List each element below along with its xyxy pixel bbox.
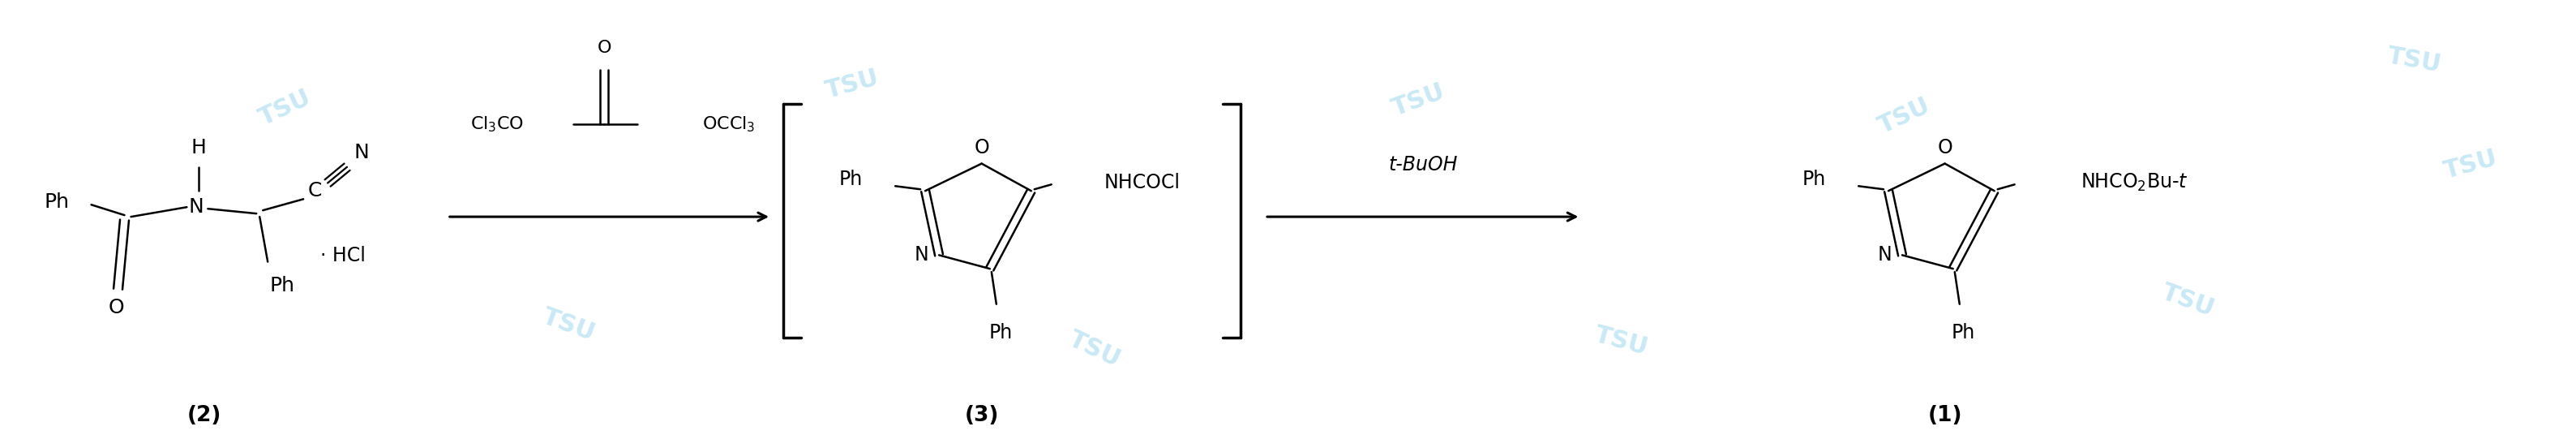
Text: Ph: Ph xyxy=(44,193,70,212)
Text: O: O xyxy=(1937,138,1953,157)
Text: Ph: Ph xyxy=(270,276,294,296)
Text: N: N xyxy=(353,143,368,162)
Text: t-BuOH: t-BuOH xyxy=(1388,155,1458,174)
Text: · HCl: · HCl xyxy=(319,246,366,265)
Text: (1): (1) xyxy=(1927,405,1963,426)
Text: TSU: TSU xyxy=(822,66,881,103)
Text: O: O xyxy=(974,138,989,157)
Text: N: N xyxy=(1878,246,1891,265)
Text: C: C xyxy=(307,181,322,201)
Text: (3): (3) xyxy=(963,405,999,426)
Text: (2): (2) xyxy=(188,405,222,426)
Text: H: H xyxy=(191,138,206,157)
Text: O: O xyxy=(598,40,611,56)
Text: Cl$_3$CO: Cl$_3$CO xyxy=(471,115,526,134)
Text: NHCO$_2$Bu-$t$: NHCO$_2$Bu-$t$ xyxy=(2081,172,2190,194)
Text: TSU: TSU xyxy=(2385,44,2442,77)
Text: Ph: Ph xyxy=(840,170,863,190)
Text: Ph: Ph xyxy=(1953,323,1976,343)
Text: TSU: TSU xyxy=(538,305,598,346)
Text: OCCl$_3$: OCCl$_3$ xyxy=(703,115,755,134)
Text: TSU: TSU xyxy=(1592,323,1651,360)
Text: N: N xyxy=(914,246,927,265)
Text: TSU: TSU xyxy=(1875,94,1935,138)
Text: Ph: Ph xyxy=(1803,170,1826,190)
Text: NHCOCl: NHCOCl xyxy=(1105,173,1180,193)
Text: TSU: TSU xyxy=(1388,80,1448,121)
Text: TSU: TSU xyxy=(1066,327,1126,371)
Text: O: O xyxy=(108,298,124,317)
Text: TSU: TSU xyxy=(255,86,314,130)
Text: Ph: Ph xyxy=(989,323,1012,343)
Text: N: N xyxy=(188,198,204,217)
Text: TSU: TSU xyxy=(2442,146,2501,183)
Text: TSU: TSU xyxy=(2159,281,2218,322)
